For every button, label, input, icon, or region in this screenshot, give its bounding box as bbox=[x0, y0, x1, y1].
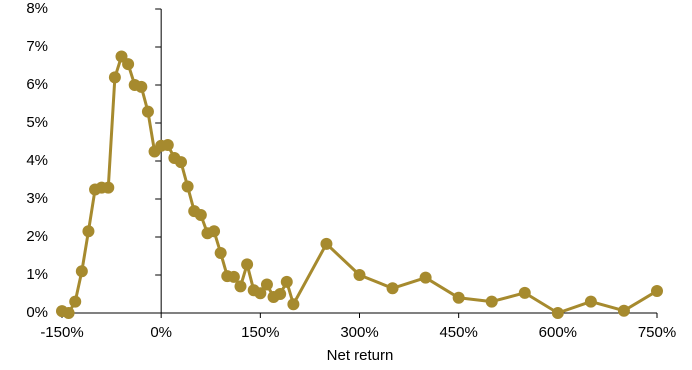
data-point bbox=[234, 280, 247, 293]
y-tick-label: 0% bbox=[26, 304, 48, 321]
x-tick-label: 450% bbox=[439, 324, 477, 341]
data-point bbox=[551, 307, 564, 319]
data-point bbox=[75, 265, 88, 278]
data-point bbox=[419, 271, 432, 284]
data-point bbox=[108, 71, 121, 84]
data-point bbox=[62, 307, 75, 319]
data-point bbox=[353, 269, 366, 281]
y-tick-label: 3% bbox=[26, 190, 48, 207]
data-point bbox=[254, 287, 267, 300]
x-tick-label: 0% bbox=[150, 324, 172, 341]
data-point bbox=[102, 181, 115, 194]
data-point bbox=[241, 258, 254, 271]
data-point bbox=[122, 58, 135, 71]
data-point bbox=[141, 105, 154, 118]
x-axis-title: Net return bbox=[327, 347, 394, 364]
x-tick-label: 300% bbox=[340, 324, 378, 341]
y-tick-label: 7% bbox=[26, 38, 48, 55]
y-tick-label: 8% bbox=[26, 0, 48, 17]
data-point bbox=[386, 282, 399, 295]
x-tick-label: 600% bbox=[539, 324, 577, 341]
data-point bbox=[214, 246, 227, 259]
data-point bbox=[208, 225, 221, 238]
x-tick-label: 750% bbox=[638, 324, 676, 341]
y-tick-label: 4% bbox=[26, 152, 48, 169]
data-point bbox=[135, 80, 148, 93]
data-point bbox=[69, 295, 82, 308]
data-point bbox=[280, 275, 293, 288]
y-tick-label: 5% bbox=[26, 114, 48, 131]
data-point bbox=[227, 270, 240, 283]
data-point bbox=[194, 208, 207, 221]
x-tick-label: -150% bbox=[40, 324, 83, 341]
data-point bbox=[260, 278, 273, 291]
data-point bbox=[274, 288, 287, 300]
data-point bbox=[287, 298, 300, 311]
data-point bbox=[452, 291, 465, 304]
data-point bbox=[175, 156, 187, 169]
data-point bbox=[82, 225, 95, 238]
x-tick-label: 150% bbox=[241, 324, 279, 341]
data-point bbox=[161, 139, 174, 152]
data-point bbox=[485, 295, 498, 308]
y-tick-label: 1% bbox=[26, 266, 48, 283]
y-tick-label: 6% bbox=[26, 76, 48, 93]
data-point bbox=[651, 284, 663, 297]
data-point bbox=[617, 304, 630, 317]
data-point bbox=[320, 237, 333, 250]
data-point bbox=[584, 295, 597, 308]
y-tick-label: 2% bbox=[26, 228, 48, 245]
data-point bbox=[181, 180, 194, 193]
data-point bbox=[518, 286, 531, 299]
